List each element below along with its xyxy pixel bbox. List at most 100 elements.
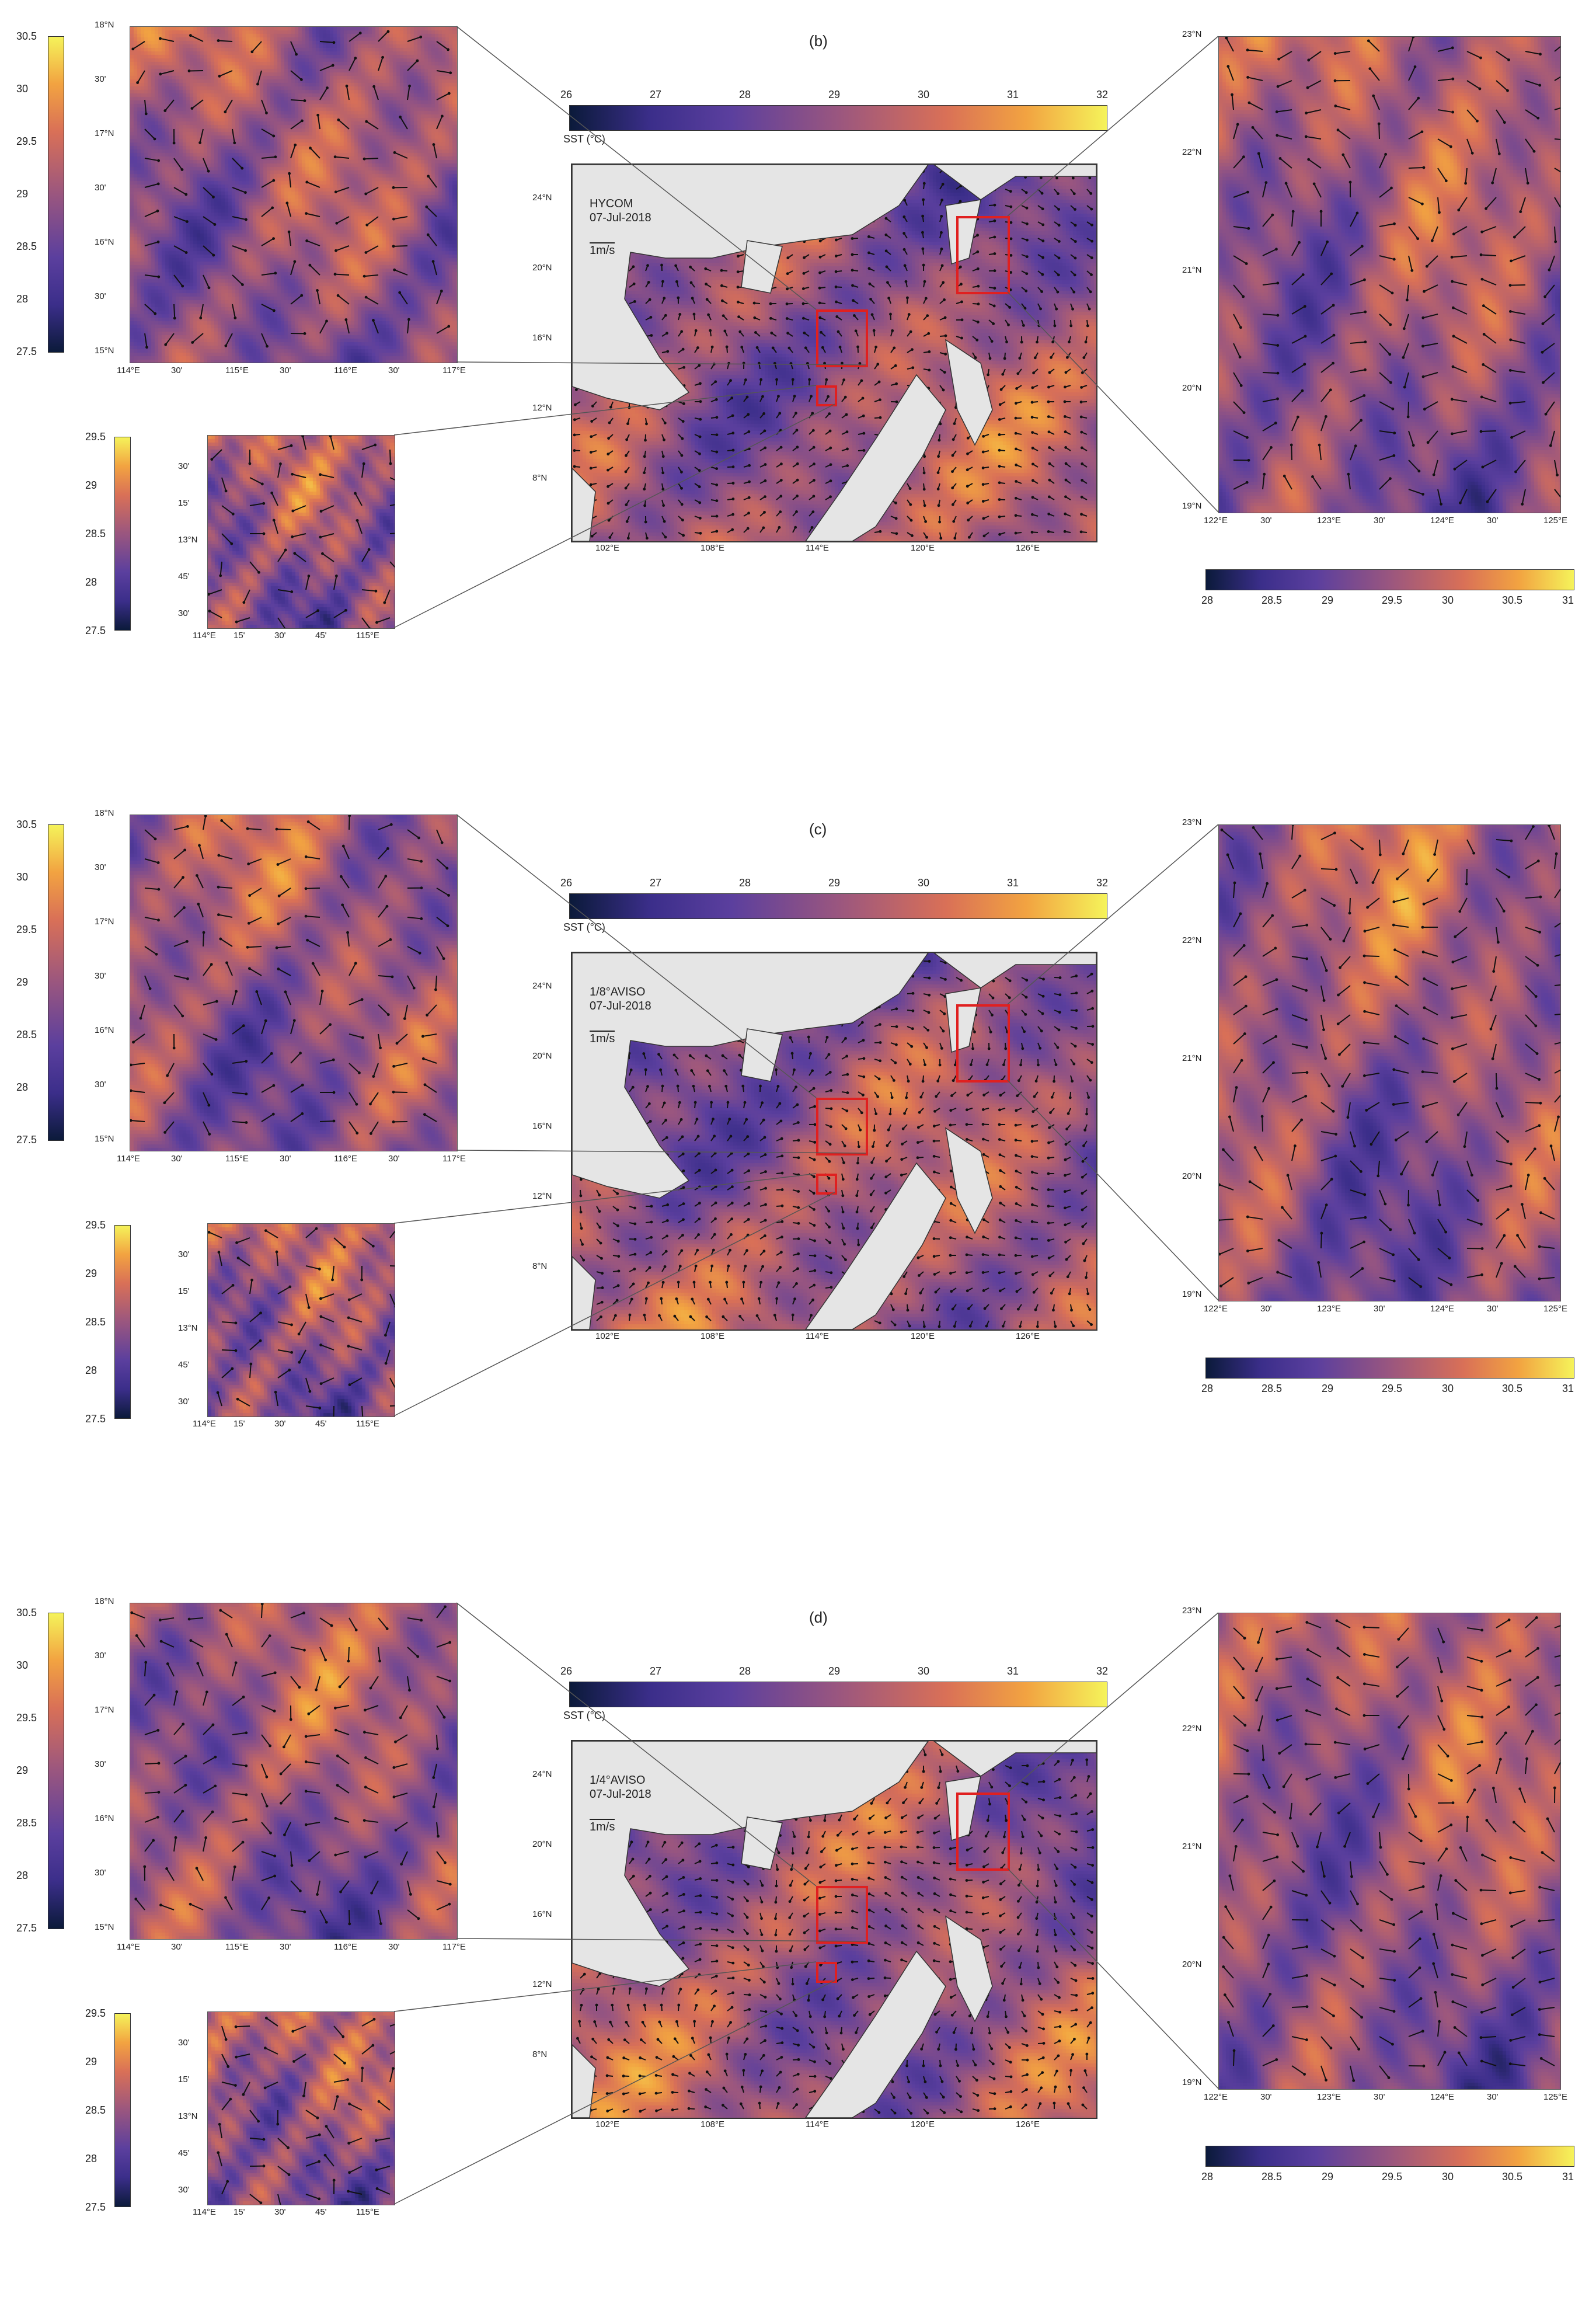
velocity-arrow-head bbox=[1239, 913, 1242, 916]
velocity-arrow bbox=[1233, 285, 1243, 297]
velocity-arrow-head bbox=[1451, 280, 1454, 283]
velocity-arrow bbox=[428, 176, 437, 187]
velocity-arrow bbox=[1321, 363, 1333, 373]
velocity-arrow bbox=[198, 1663, 203, 1676]
velocity-arrow bbox=[1555, 919, 1560, 927]
velocity-arrow bbox=[250, 2194, 261, 2203]
velocity-arrow-head bbox=[325, 1921, 328, 1924]
velocity-arrow-head bbox=[214, 1784, 217, 1787]
velocity-arrow bbox=[221, 562, 222, 576]
velocity-arrow-head bbox=[1333, 831, 1336, 834]
velocity-arrow-head bbox=[242, 601, 245, 604]
velocity-arrow-head bbox=[219, 1609, 222, 1612]
velocity-arrow bbox=[1545, 285, 1555, 297]
velocity-arrow bbox=[1292, 336, 1305, 343]
tick-label: 125°E bbox=[1543, 516, 1567, 525]
tick-label: 28 bbox=[739, 877, 751, 889]
velocity-arrow bbox=[326, 2126, 334, 2138]
velocity-arrow-head bbox=[305, 1735, 308, 1738]
velocity-arrow-head bbox=[347, 1316, 350, 1319]
velocity-arrow-head bbox=[1305, 112, 1308, 114]
tick-label: 27.5 bbox=[85, 2201, 106, 2213]
velocity-arrow-head bbox=[1392, 900, 1395, 903]
velocity-arrow-head bbox=[356, 1132, 358, 1134]
tick-label: 117°E bbox=[442, 366, 466, 375]
velocity-arrow bbox=[1428, 869, 1438, 880]
velocity-arrow-head bbox=[207, 170, 210, 173]
velocity-arrow bbox=[362, 590, 376, 591]
velocity-arrow-head bbox=[1458, 910, 1461, 913]
velocity-arrow-head bbox=[280, 1773, 283, 1776]
velocity-arrow-head bbox=[1305, 989, 1308, 992]
tick-label: 30' bbox=[178, 1397, 190, 1407]
velocity-arrow-head bbox=[1332, 362, 1334, 365]
velocity-arrow-head bbox=[320, 510, 323, 513]
velocity-arrow bbox=[145, 1840, 154, 1851]
velocity-arrow-head bbox=[245, 1818, 248, 1821]
velocity-arrow-head bbox=[337, 294, 340, 297]
velocity-arrow-head bbox=[440, 290, 443, 293]
velocity-vectors bbox=[208, 1224, 395, 1416]
velocity-arrow bbox=[222, 2054, 228, 2066]
velocity-arrow-head bbox=[1554, 241, 1557, 243]
velocity-arrow-head bbox=[1541, 351, 1544, 354]
velocity-arrow bbox=[1350, 869, 1357, 883]
velocity-arrow bbox=[424, 1115, 437, 1122]
velocity-arrow bbox=[1525, 956, 1538, 965]
scale-arrow-label: 1m/s bbox=[590, 1031, 615, 1046]
velocity-arrow bbox=[1496, 1186, 1511, 1190]
velocity-arrow-head bbox=[1226, 65, 1229, 68]
velocity-arrow bbox=[1424, 285, 1438, 291]
velocity-arrow-head bbox=[208, 286, 211, 289]
velocity-arrow-head bbox=[355, 1628, 358, 1631]
tick-label: 24°N bbox=[532, 193, 552, 203]
land-polygon bbox=[572, 468, 595, 541]
velocity-arrow bbox=[356, 493, 362, 506]
velocity-arrow-head bbox=[303, 1649, 306, 1652]
velocity-arrow-head bbox=[1545, 413, 1548, 416]
velocity-arrow-head bbox=[264, 1229, 267, 1232]
velocity-arrow bbox=[174, 941, 187, 946]
velocity-arrow bbox=[1284, 476, 1292, 489]
velocity-arrow bbox=[174, 304, 175, 318]
velocity-arrow-head bbox=[157, 276, 160, 279]
velocity-arrow bbox=[278, 2138, 288, 2148]
velocity-arrow bbox=[161, 1641, 174, 1647]
velocity-arrow-head bbox=[214, 1756, 217, 1759]
velocity-arrow bbox=[1525, 861, 1538, 869]
velocity-arrow bbox=[306, 611, 318, 618]
velocity-arrow bbox=[232, 1061, 246, 1063]
velocity-arrow bbox=[1263, 183, 1266, 197]
velocity-arrow-head bbox=[1298, 241, 1301, 244]
velocity-arrow bbox=[1321, 305, 1333, 314]
tick-label: 29 bbox=[16, 1764, 28, 1777]
velocity-arrow bbox=[131, 1063, 145, 1065]
velocity-arrow-head bbox=[1431, 239, 1434, 242]
velocity-arrow bbox=[1482, 227, 1496, 232]
velocity-arrow bbox=[257, 991, 262, 1005]
velocity-arrow bbox=[378, 824, 391, 830]
velocity-arrow-head bbox=[284, 990, 287, 993]
velocity-arrow-head bbox=[277, 967, 280, 970]
tick-label: 29 bbox=[85, 1268, 97, 1280]
velocity-arrow bbox=[1350, 312, 1365, 314]
velocity-arrow bbox=[390, 1227, 395, 1238]
velocity-arrow-head bbox=[333, 1091, 336, 1094]
velocity-arrow-head bbox=[305, 1790, 308, 1793]
velocity-arrow bbox=[278, 1350, 292, 1352]
velocity-arrow-head bbox=[1330, 1178, 1333, 1181]
velocity-arrow-head bbox=[173, 1047, 176, 1050]
velocity-arrow bbox=[336, 1730, 349, 1735]
velocity-arrow bbox=[278, 917, 291, 924]
velocity-arrow-head bbox=[308, 1306, 311, 1309]
velocity-arrow bbox=[210, 611, 222, 618]
tick-label: 27 bbox=[650, 877, 661, 889]
velocity-arrow bbox=[262, 1876, 275, 1881]
velocity-arrow-head bbox=[348, 2103, 351, 2105]
velocity-arrow bbox=[306, 214, 320, 217]
velocity-arrow-head bbox=[198, 141, 201, 144]
tick-label: 117°E bbox=[442, 1154, 466, 1164]
velocity-arrow-head bbox=[183, 848, 186, 851]
velocity-arrow bbox=[334, 2054, 344, 2063]
velocity-arrow bbox=[278, 969, 291, 976]
